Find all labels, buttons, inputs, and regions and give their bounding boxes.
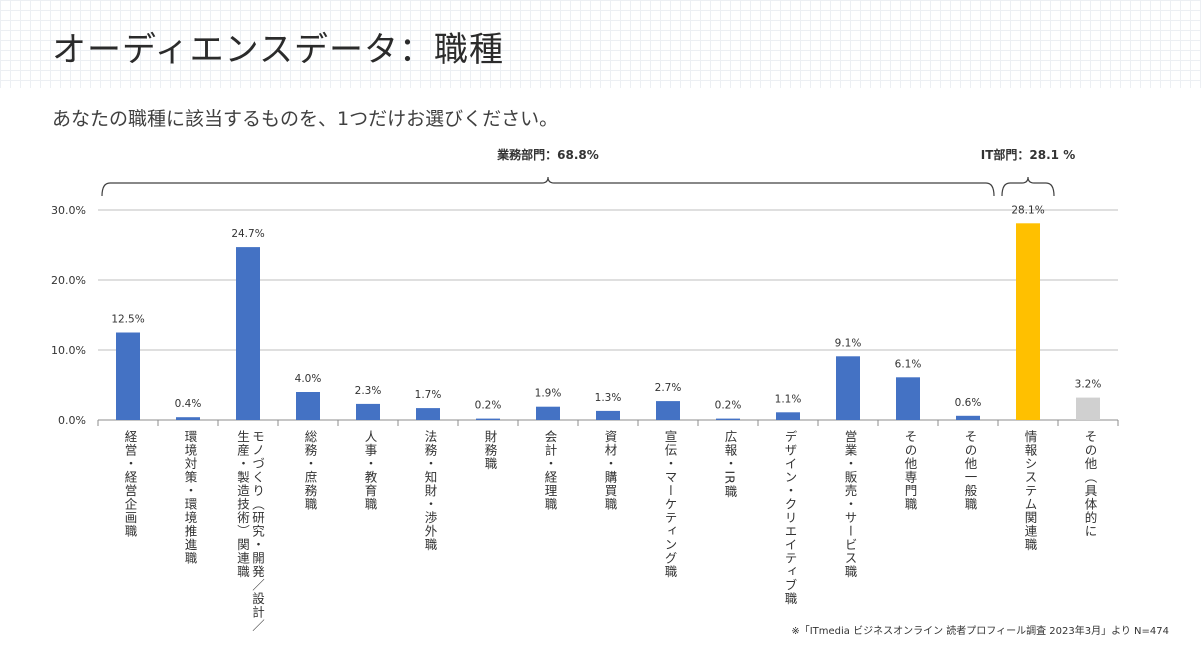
x-tick-label: 財務職 (482, 430, 498, 471)
bar (416, 408, 440, 420)
bar (836, 356, 860, 420)
bar (356, 403, 380, 420)
group-label: IT部門：28.1 % (981, 147, 1075, 162)
bar (656, 401, 680, 420)
bar (296, 392, 320, 420)
bar (896, 377, 920, 420)
data-label: 28.1% (1011, 204, 1044, 216)
bar (536, 406, 560, 420)
bar (1076, 397, 1100, 420)
data-label: 0.2% (475, 400, 502, 412)
bar (1016, 223, 1040, 420)
x-tick-label: 環境対策・環境推進職 (182, 430, 198, 565)
bar (236, 247, 260, 420)
x-tick-label: その他専門職 (902, 430, 918, 511)
data-label: 0.4% (175, 398, 202, 410)
data-label: 24.7% (231, 228, 264, 240)
bar (176, 417, 200, 420)
x-tick-label: 資材・購買職 (602, 430, 618, 511)
data-label: 9.1% (835, 337, 862, 349)
data-label: 12.5% (111, 314, 144, 326)
footnote: ※「ITmedia ビジネスオンライン 読者プロフィール調査 2023年3月」よ… (791, 626, 1169, 637)
x-tick-label: 人事・教育職 (362, 430, 378, 511)
group-brace (1001, 176, 1055, 197)
data-label: 1.3% (595, 392, 622, 404)
x-tick-label: 情報システム関連職 (1022, 430, 1038, 552)
bar (956, 415, 980, 420)
data-label: 1.9% (535, 388, 562, 400)
x-tick-label: 法務・知財・渉外職 (422, 430, 438, 552)
header-background (0, 0, 1201, 88)
data-label: 2.3% (355, 385, 382, 397)
data-label: 6.1% (895, 358, 922, 370)
group-label: 業務部門：68.8% (496, 147, 599, 162)
data-label: 4.0% (295, 373, 322, 385)
y-tick-label: 30.0% (51, 204, 86, 217)
page-title: オーディエンスデータ：職種 (52, 30, 504, 70)
x-tick-label: 経営・経営企画職 (122, 430, 138, 538)
bar (596, 410, 620, 420)
data-label: 0.2% (715, 400, 742, 412)
x-tick-label: 宣伝・マーケティング職 (662, 430, 678, 579)
data-label: 1.7% (415, 389, 442, 401)
bar (776, 412, 800, 420)
x-tick-label: 会計・経理職 (542, 430, 558, 511)
x-tick-label: その他（具体的に (1082, 430, 1098, 538)
x-tick-label: その他一般職 (962, 430, 978, 511)
survey-question: あなたの職種に該当するものを、1つだけお選びください。 (52, 108, 559, 130)
data-label: 3.2% (1075, 379, 1102, 391)
data-label: 1.1% (775, 393, 802, 405)
bar (116, 332, 140, 420)
x-tick-label: デザイン・クリエイティブ職 (782, 430, 798, 606)
x-tick-label: 営業・販売・サービス職 (842, 430, 858, 579)
data-label: 2.7% (655, 382, 682, 394)
data-label: 0.6% (955, 397, 982, 409)
x-tick-label: 総務・庶務職 (302, 430, 318, 511)
y-tick-label: 20.0% (51, 274, 86, 287)
x-tick-label: モノづくり（研究・開発／設計／ 生産・製造技術）関連職 (235, 430, 265, 633)
group-brace (101, 176, 995, 197)
y-tick-label: 0.0% (58, 414, 86, 427)
y-tick-label: 10.0% (51, 344, 86, 357)
bar (716, 418, 740, 420)
bar (476, 418, 500, 420)
x-tick-label: 広報・IR職 (722, 430, 738, 499)
